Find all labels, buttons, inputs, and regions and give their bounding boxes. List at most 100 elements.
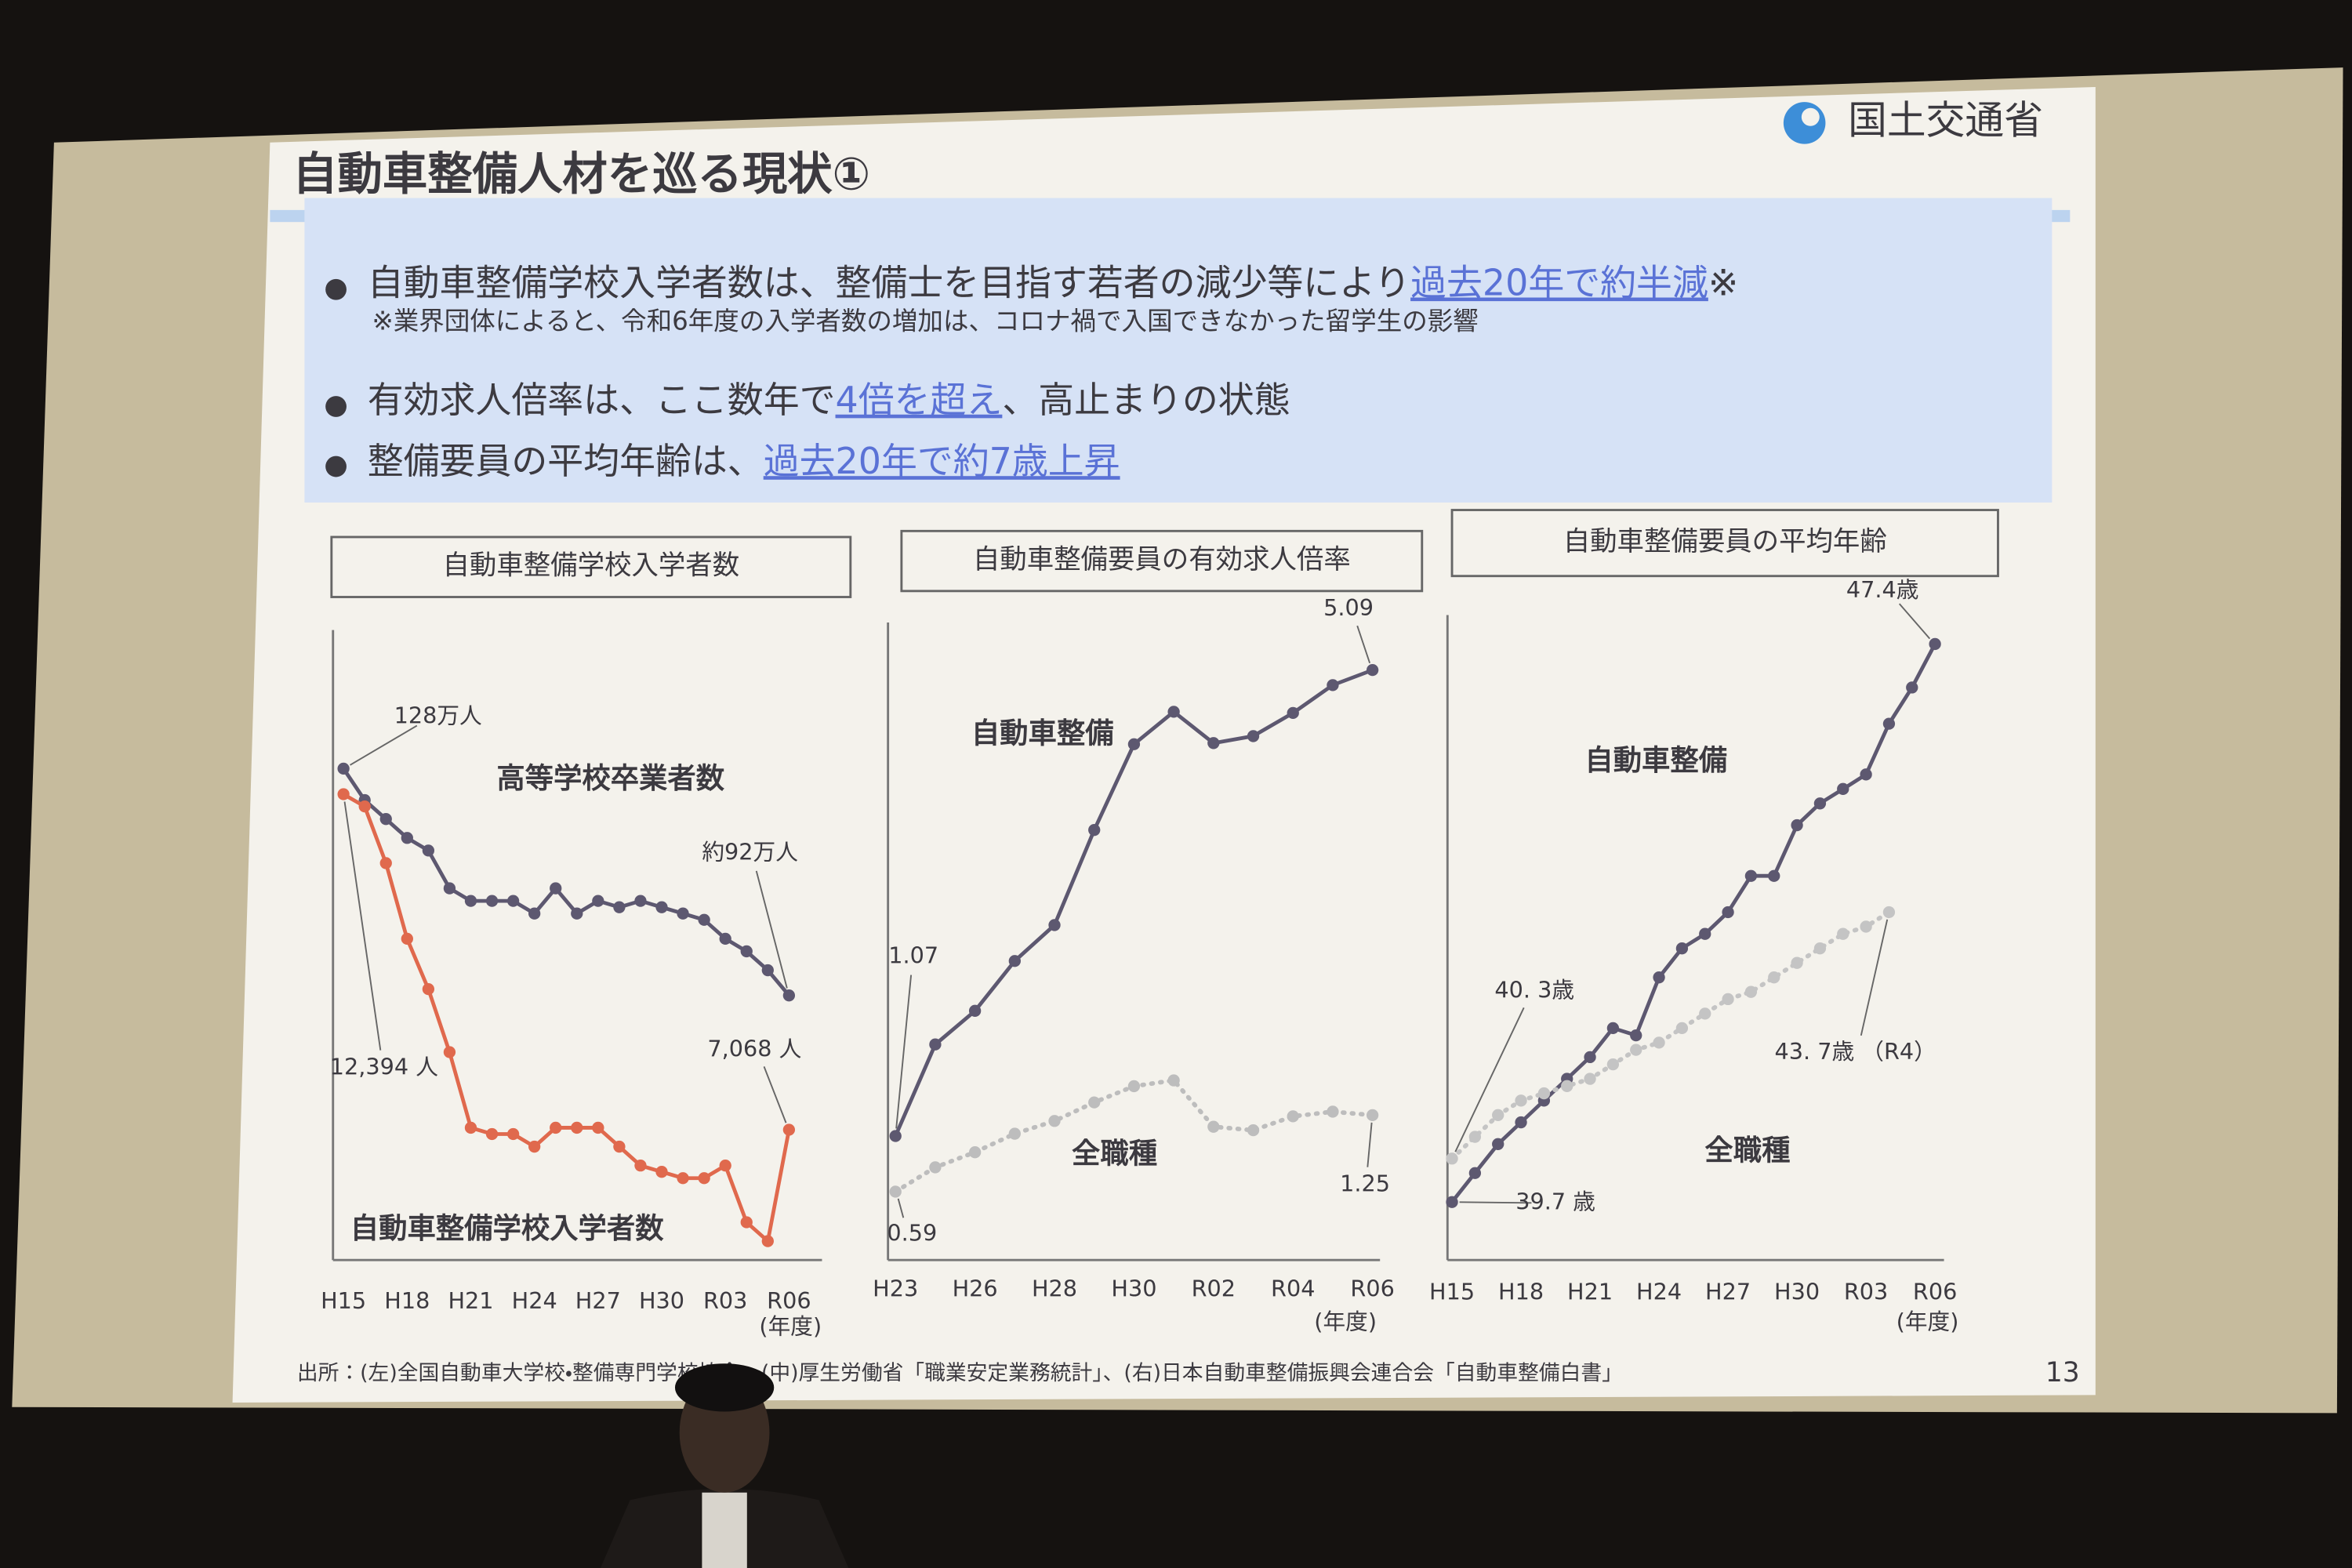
bullet-dot bbox=[325, 396, 347, 417]
data-point bbox=[1207, 737, 1220, 750]
value-label: 5.09 bbox=[1323, 594, 1374, 621]
data-point bbox=[1860, 920, 1872, 933]
data-point bbox=[1860, 768, 1872, 781]
data-point bbox=[968, 1004, 982, 1017]
data-point bbox=[571, 1121, 583, 1134]
label-leader bbox=[1454, 1007, 1525, 1152]
data-point bbox=[1048, 1115, 1061, 1127]
label-leader bbox=[895, 975, 913, 1129]
data-point bbox=[1008, 1127, 1021, 1140]
data-point bbox=[550, 1121, 562, 1134]
data-point bbox=[1515, 1094, 1527, 1107]
data-point bbox=[1048, 919, 1061, 931]
data-point bbox=[1287, 1110, 1299, 1123]
x-axis-label: (年度) bbox=[759, 1312, 822, 1339]
data-point bbox=[571, 907, 583, 920]
data-point bbox=[464, 1121, 477, 1134]
label-leader bbox=[1860, 919, 1889, 1036]
data-point bbox=[761, 1235, 774, 1247]
x-tick-label: H15 bbox=[321, 1287, 366, 1314]
data-point bbox=[1127, 1080, 1141, 1093]
value-label: 40. 3歳 bbox=[1494, 977, 1574, 1004]
data-point bbox=[1929, 637, 1941, 651]
data-point bbox=[1768, 869, 1780, 882]
data-point bbox=[379, 813, 392, 826]
value-label: 12,394 人 bbox=[330, 1053, 438, 1080]
data-point bbox=[422, 844, 435, 857]
data-point bbox=[401, 932, 413, 946]
x-tick-label: R02 bbox=[1192, 1275, 1236, 1301]
bullet-text: 自動車整備学校入学者数は、整備士を目指す若者の減少等により bbox=[368, 261, 1410, 303]
chart-title: 自動車整備学校入学者数 bbox=[443, 550, 740, 582]
x-axis-label: (年度) bbox=[1896, 1308, 1959, 1335]
x-tick-label: H27 bbox=[1705, 1278, 1751, 1305]
data-point bbox=[1744, 869, 1758, 882]
label-leader bbox=[1367, 1122, 1373, 1167]
series-name: 高等学校卒業者数 bbox=[496, 761, 724, 795]
data-point bbox=[1247, 1123, 1260, 1137]
data-point bbox=[337, 762, 350, 775]
data-point bbox=[698, 913, 710, 926]
series-name: 全職種 bbox=[1072, 1136, 1157, 1170]
value-label: 7,068 人 bbox=[707, 1035, 801, 1062]
source: 出所：(左)全国自動車大学校・整備専門学校協会、(中)厚生労働省「職業安定業務統… bbox=[297, 1361, 1623, 1385]
data-point bbox=[634, 1160, 647, 1172]
data-point bbox=[1906, 681, 1918, 694]
chart-title-box bbox=[900, 529, 1424, 593]
data-point bbox=[1287, 706, 1299, 720]
data-point bbox=[379, 857, 392, 869]
x-tick-label: R06 bbox=[1350, 1275, 1394, 1301]
data-point bbox=[1813, 797, 1827, 810]
x-tick-label: R03 bbox=[1844, 1278, 1888, 1305]
label-leader bbox=[1459, 1201, 1532, 1204]
value-label: 47.4歳 bbox=[1846, 576, 1919, 603]
series-line bbox=[341, 766, 791, 998]
data-point bbox=[1492, 1109, 1504, 1121]
data-point bbox=[761, 964, 774, 977]
bullet-text: ※ bbox=[1708, 261, 1738, 303]
x-tick-label: H23 bbox=[873, 1275, 918, 1301]
x-tick-label: R04 bbox=[1271, 1275, 1315, 1301]
bullet-note: ※業界団体によると、令和6年度の入学者数の増加は、コロナ禍で入国できなかった留学… bbox=[372, 306, 1478, 336]
data-point bbox=[740, 1216, 753, 1229]
data-point bbox=[1882, 717, 1896, 730]
data-point bbox=[1088, 1096, 1101, 1109]
data-point bbox=[889, 1185, 902, 1198]
data-point bbox=[1167, 706, 1180, 718]
data-point bbox=[1584, 1051, 1596, 1064]
series-name: 自動車整備 bbox=[1584, 743, 1727, 777]
value-label: 0.59 bbox=[887, 1220, 937, 1247]
label-leader bbox=[1356, 625, 1371, 664]
data-point bbox=[1813, 942, 1827, 955]
data-point bbox=[1492, 1138, 1504, 1150]
speaker-hair bbox=[674, 1363, 775, 1412]
data-point bbox=[1366, 663, 1379, 677]
data-point bbox=[1675, 1022, 1689, 1035]
data-point bbox=[443, 882, 456, 895]
series-name: 自動車整備 bbox=[971, 717, 1114, 750]
value-label: 1.07 bbox=[888, 942, 938, 969]
data-point bbox=[719, 1160, 731, 1172]
value-label: 1.25 bbox=[1340, 1171, 1390, 1197]
x-tick-label: H30 bbox=[1774, 1278, 1820, 1305]
chart-title-box bbox=[330, 535, 852, 598]
bullet-highlight: 過去20年で約7歳上昇 bbox=[764, 440, 1120, 482]
bullet-dot bbox=[325, 278, 347, 300]
data-point bbox=[1088, 824, 1101, 837]
x-tick-label: H30 bbox=[639, 1287, 684, 1314]
bullet-text: 有効求人倍率は、ここ数年で bbox=[368, 378, 836, 420]
data-point bbox=[550, 882, 562, 895]
data-point bbox=[337, 788, 350, 800]
data-point bbox=[1167, 1074, 1180, 1087]
data-point bbox=[929, 1038, 942, 1051]
x-tick-label: H27 bbox=[575, 1287, 621, 1314]
data-point bbox=[929, 1161, 942, 1174]
x-tick-label: H26 bbox=[953, 1275, 998, 1301]
x-tick-label: H15 bbox=[1429, 1278, 1475, 1305]
data-point bbox=[1768, 971, 1780, 984]
data-point bbox=[889, 1130, 902, 1142]
data-point bbox=[1327, 679, 1339, 691]
data-point bbox=[485, 895, 499, 907]
